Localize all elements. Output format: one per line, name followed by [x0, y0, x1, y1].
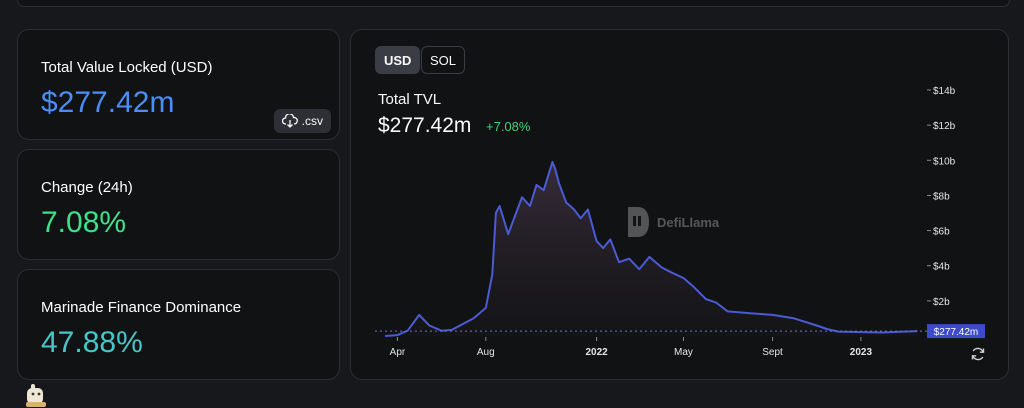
x-axis-tick-label: Apr	[390, 347, 406, 358]
y-axis-tick-label: $12b	[933, 121, 956, 132]
x-axis-tick-label: 2023	[850, 347, 873, 358]
y-axis-tick-label: $2b	[933, 297, 950, 308]
dominance-card: Marinade Finance Dominance 47.88%	[17, 269, 340, 380]
chart-current-value: $277.42m	[378, 114, 472, 137]
tvl-series-line	[385, 161, 918, 337]
watermark-text: DefiLlama	[657, 214, 720, 230]
y-axis-tick-label: $14b	[933, 86, 956, 97]
llama-avatar-icon	[26, 384, 46, 407]
y-axis-tick-label: $4b	[933, 262, 950, 273]
y-axis-tick-label: $6b	[933, 227, 950, 238]
x-axis-tick-label: Sept	[762, 347, 783, 358]
tvl-value: $277.42m	[41, 86, 175, 119]
usd-toggle-button[interactable]: USD	[375, 46, 421, 74]
tvl-chart: $277.42m $2b $4b $6b $8b $10b $12b $14b Apr Aug 20…	[375, 86, 985, 358]
top-panel-edge	[17, 0, 1010, 7]
change-value: 7.08%	[41, 206, 127, 239]
current-value-tag	[927, 324, 985, 339]
y-axis-tick-label: $10b	[933, 156, 956, 167]
change-label: Change (24h)	[41, 179, 133, 196]
cloud-download-icon	[281, 114, 298, 128]
tvl-card: Total Value Locked (USD) $277.42m .csv	[17, 29, 340, 140]
chart-card: USD SOL Total TVL $277.42m +7.08% DefiLl…	[350, 29, 1009, 380]
tvl-label: Total Value Locked (USD)	[41, 59, 213, 76]
defillama-logo-icon	[628, 207, 649, 237]
dominance-label: Marinade Finance Dominance	[41, 299, 242, 316]
y-axis-tick-label: $8b	[933, 191, 950, 202]
dominance-value: 47.88%	[41, 326, 143, 359]
chart-title: Total TVL	[378, 91, 442, 108]
x-axis-tick-label: 2022	[585, 347, 608, 358]
download-csv-button[interactable]: .csv	[273, 109, 331, 133]
tvl-area-fill	[385, 162, 918, 336]
sol-toggle-button[interactable]: SOL	[421, 46, 466, 74]
x-axis-tick-label: May	[674, 347, 693, 358]
csv-label: .csv	[301, 114, 323, 128]
refresh-icon[interactable]	[970, 346, 986, 362]
chart-change-percent: +7.08%	[486, 119, 531, 134]
change-card: Change (24h) 7.08%	[17, 149, 340, 260]
x-axis-tick-label: Aug	[477, 347, 495, 358]
current-value-tag-label: $277.42m	[934, 327, 978, 338]
defillama-watermark: DefiLlama	[625, 205, 719, 239]
